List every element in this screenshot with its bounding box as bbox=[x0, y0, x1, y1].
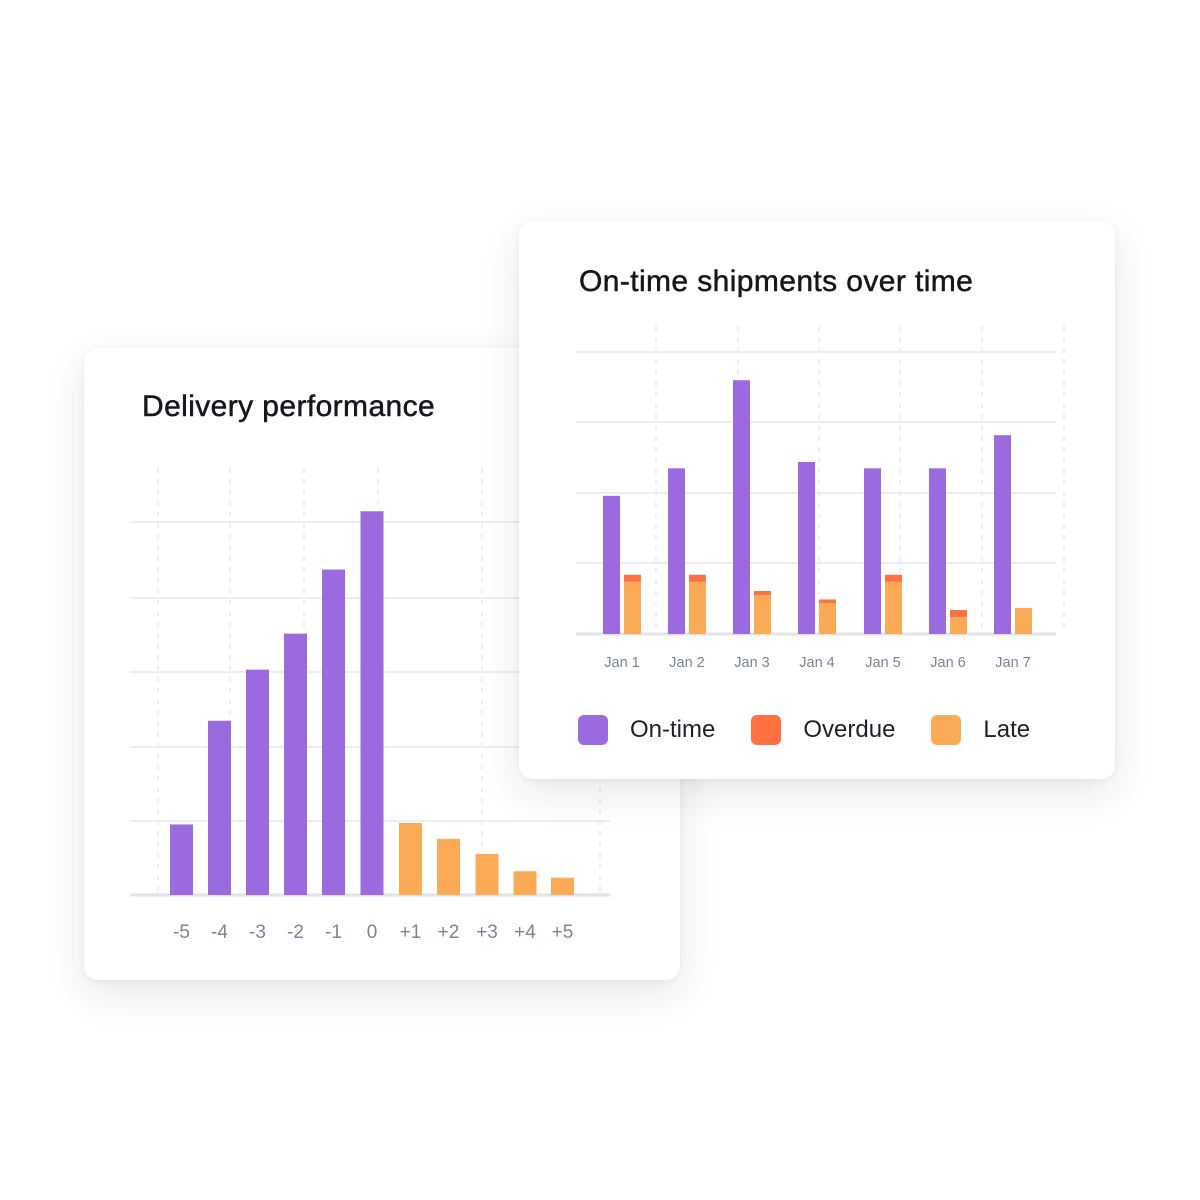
legend-item-late[interactable]: Late bbox=[931, 715, 1030, 745]
bar--2 bbox=[284, 633, 307, 895]
x-tick-label: 0 bbox=[367, 922, 378, 943]
bar-overdue-Jan 3 bbox=[754, 590, 771, 596]
legend-swatch-late bbox=[931, 715, 962, 745]
legend-label-on-time: On-time bbox=[630, 716, 716, 743]
x-tick-label: -5 bbox=[173, 922, 190, 943]
x-tick-label: Jan 3 bbox=[734, 655, 769, 671]
legend-swatch-on-time bbox=[578, 715, 608, 745]
x-tick-label: +1 bbox=[400, 922, 422, 943]
bar-overdue-Jan 6 bbox=[950, 610, 967, 618]
bar-on-time-Jan 6 bbox=[929, 468, 946, 634]
x-tick-label: Jan 6 bbox=[930, 655, 965, 671]
bar-late-Jan 2 bbox=[689, 581, 706, 634]
bar-+5 bbox=[551, 877, 574, 895]
bar-on-time-Jan 4 bbox=[798, 461, 815, 634]
chart-legend: On-time Overdue Late bbox=[578, 715, 1030, 745]
bar-overdue-Jan 1 bbox=[624, 574, 641, 582]
legend-item-overdue[interactable]: Overdue bbox=[751, 715, 895, 745]
on-time-shipments-chart: Jan 1 Jan 2 Jan 3 Jan 4 Jan 5 Jan 6 Jan 7 bbox=[576, 326, 1065, 671]
legend-label-late: Late bbox=[983, 716, 1031, 743]
x-tick-label: -1 bbox=[325, 922, 342, 943]
x-tick-label: +5 bbox=[552, 922, 574, 943]
bar--4 bbox=[208, 720, 231, 895]
legend-item-on-time[interactable]: On-time bbox=[578, 715, 715, 745]
x-tick-label: Jan 7 bbox=[995, 655, 1030, 671]
bar-overdue-Jan 2 bbox=[689, 574, 706, 582]
on-time-shipments-card: On-time shipments over time Jan 1 Jan 2 Ja… bbox=[519, 221, 1115, 779]
bar-on-time-Jan 1 bbox=[603, 495, 620, 634]
bar-0 bbox=[360, 511, 384, 895]
bar-late-Jan 5 bbox=[885, 581, 902, 634]
bar--1 bbox=[322, 569, 345, 895]
bar-late-Jan 4 bbox=[819, 602, 836, 634]
x-tick-label: -4 bbox=[211, 922, 228, 943]
bar--3 bbox=[246, 669, 269, 895]
bar-late-Jan 3 bbox=[754, 595, 771, 634]
bar-+1 bbox=[399, 823, 422, 895]
x-tick-label: -3 bbox=[249, 922, 266, 943]
delivery-performance-title: Delivery performance bbox=[142, 390, 436, 424]
legend-label-overdue: Overdue bbox=[803, 716, 896, 743]
x-tick-label: +3 bbox=[476, 922, 498, 943]
bar-on-time-Jan 3 bbox=[733, 380, 750, 634]
legend-swatch-overdue bbox=[751, 715, 782, 745]
x-tick-label: +2 bbox=[438, 922, 460, 943]
x-tick-label: Jan 2 bbox=[669, 655, 704, 671]
bar--5 bbox=[170, 824, 193, 895]
bar-on-time-Jan 7 bbox=[994, 435, 1011, 634]
x-tick-label: -2 bbox=[287, 922, 304, 943]
x-tick-label: Jan 1 bbox=[604, 655, 639, 671]
bar-late-Jan 1 bbox=[624, 581, 641, 634]
x-tick-label: Jan 5 bbox=[865, 655, 900, 671]
bar-+3 bbox=[475, 853, 499, 895]
on-time-shipments-title: On-time shipments over time bbox=[579, 265, 974, 299]
bar-overdue-Jan 5 bbox=[885, 574, 902, 582]
x-tick-label: Jan 4 bbox=[799, 655, 834, 671]
bar-on-time-Jan 2 bbox=[668, 468, 685, 634]
bar-+2 bbox=[437, 838, 460, 895]
bar-on-time-Jan 5 bbox=[864, 468, 881, 634]
bar-late-Jan 6 bbox=[950, 617, 967, 634]
bar-+4 bbox=[513, 871, 537, 895]
x-tick-label: +4 bbox=[514, 922, 536, 943]
bar-overdue-Jan 4 bbox=[819, 599, 836, 603]
bar-late-Jan 7 bbox=[1015, 607, 1032, 634]
